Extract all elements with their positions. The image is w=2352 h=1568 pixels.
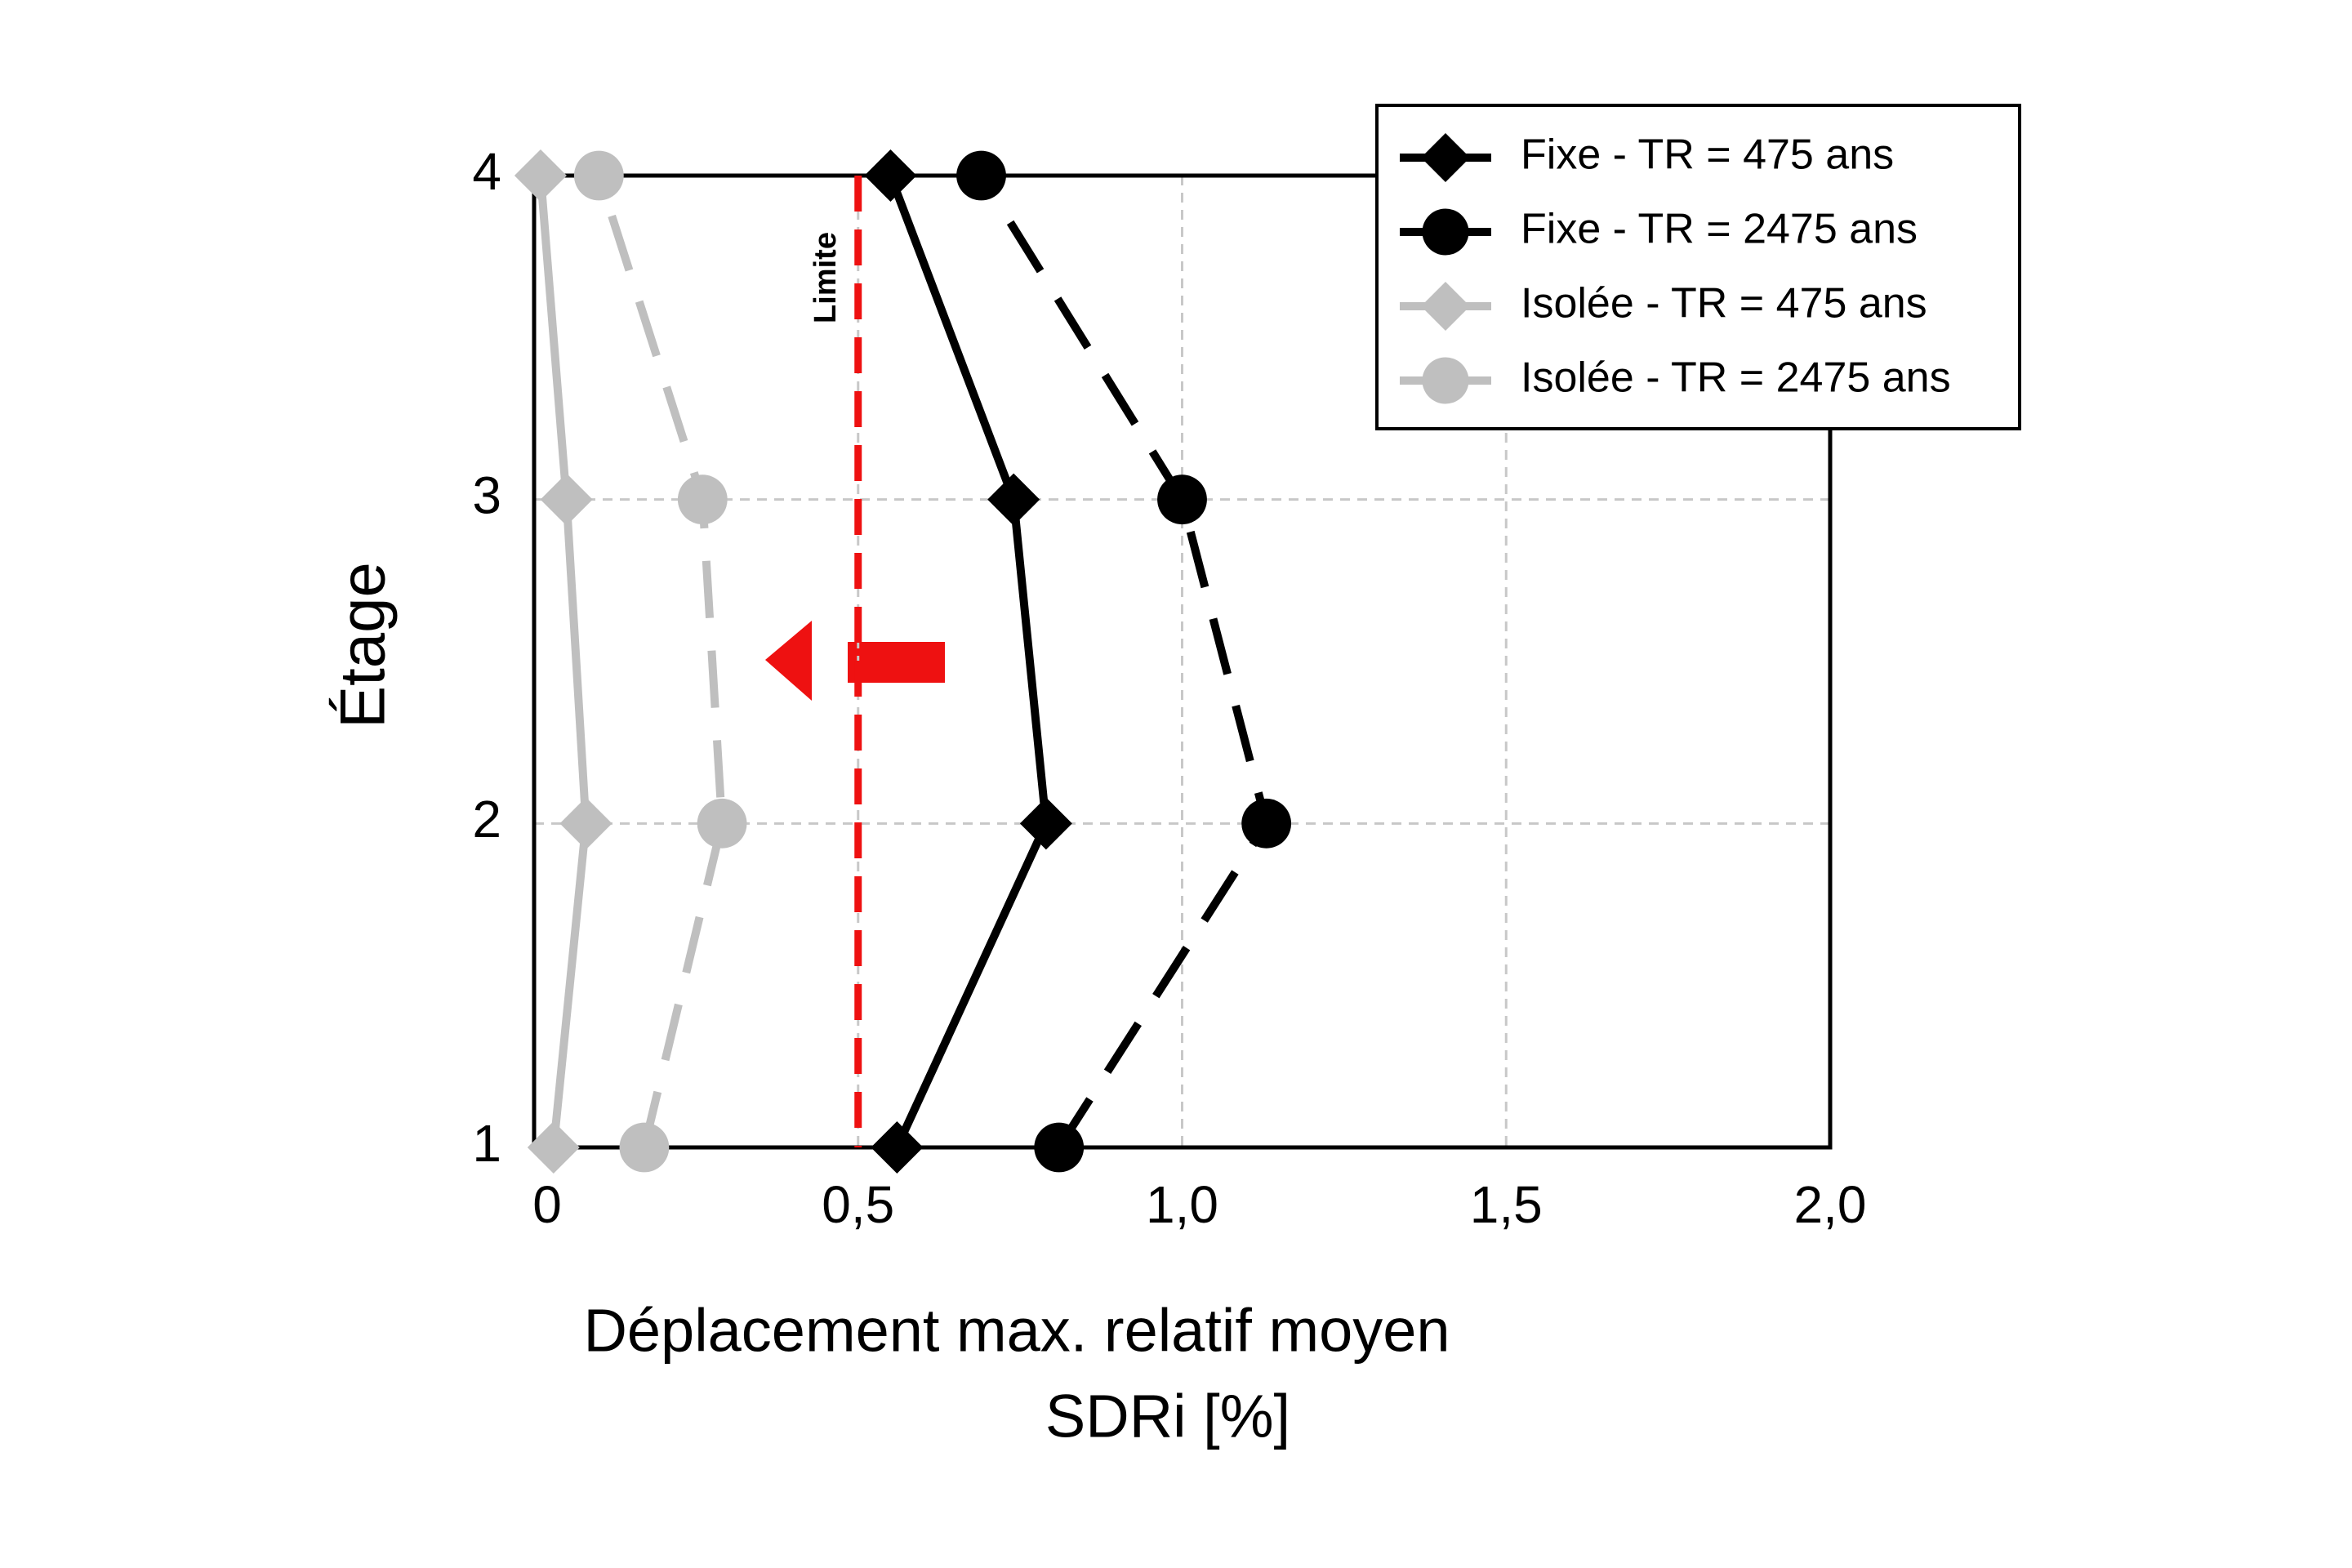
data-point [1034, 1122, 1085, 1173]
data-point [1019, 797, 1072, 850]
data-point [697, 798, 747, 849]
data-point [1157, 474, 1207, 525]
data-point [514, 149, 567, 202]
x-tick-label: 0,5 [822, 1175, 894, 1234]
y-tick-label: 1 [472, 1114, 501, 1173]
series-line [595, 174, 727, 1149]
series-line [978, 173, 1271, 1150]
legend-marker [1422, 208, 1469, 256]
series-line [536, 175, 590, 1148]
data-point [864, 149, 917, 202]
x-tick-label: 1,0 [1146, 1175, 1218, 1234]
data-point [527, 1121, 580, 1174]
data-point [559, 797, 612, 850]
y-tick-label: 2 [472, 790, 501, 849]
arrow-body [848, 642, 945, 683]
x-tick-label: 2,0 [1794, 1175, 1867, 1234]
data-point [573, 150, 624, 201]
legend-label: Isolée - TR = 475 ans [1521, 280, 1927, 327]
legend-label: Fixe - TR = 475 ans [1521, 131, 1894, 179]
data-point [677, 474, 728, 525]
legend-label: Fixe - TR = 2475 ans [1521, 206, 1918, 253]
arrow-head [765, 621, 812, 701]
x-axis-label-unit: SDRi [%] [1045, 1383, 1290, 1450]
data-point [956, 150, 1006, 201]
x-axis-label: Déplacement max. relatif moyen [583, 1297, 1450, 1365]
data-point [987, 473, 1040, 526]
series-line [886, 174, 1050, 1150]
arrow [765, 621, 945, 701]
data-point [871, 1121, 924, 1174]
data-point [1241, 798, 1292, 849]
legend-marker [1421, 133, 1470, 182]
y-tick-label: 3 [472, 466, 501, 525]
data-point [619, 1122, 670, 1173]
plot-frame [532, 173, 1833, 1150]
y-tick-label: 4 [472, 142, 501, 201]
x-tick-label: 0 [532, 1175, 562, 1234]
limit-label: Limite [808, 232, 843, 323]
legend-marker [1421, 282, 1470, 331]
y-axis-label: Étage [327, 562, 399, 728]
x-tick-label: 1,5 [1470, 1175, 1543, 1234]
legend-marker [1422, 357, 1469, 404]
legend-label: Isolée - TR = 2475 ans [1521, 354, 1951, 402]
data-point [540, 473, 593, 526]
